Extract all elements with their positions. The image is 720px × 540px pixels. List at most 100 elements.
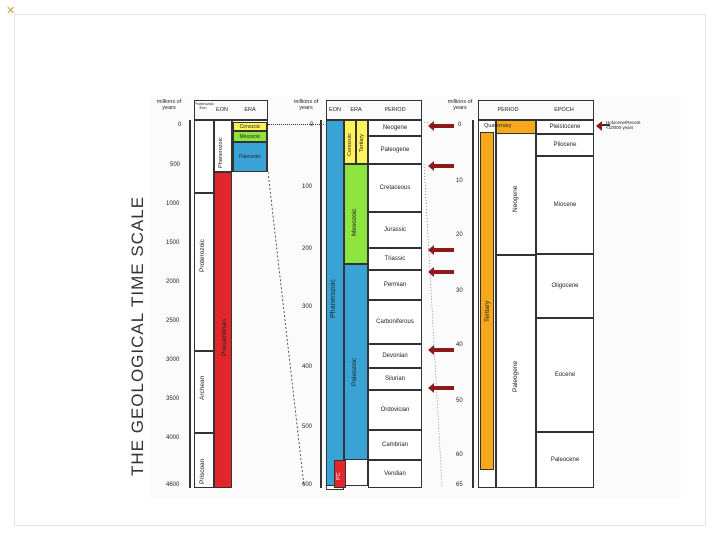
col3-tertiary-bar: [480, 132, 494, 470]
col1-tick-label: 1000: [166, 201, 180, 207]
col1-eon-proterozoic: Proterozoic: [199, 239, 206, 272]
col1-divider-1: [194, 192, 214, 194]
col2-era-tertiary: Tertiary: [359, 133, 365, 152]
arrow-marker: [428, 345, 454, 355]
arrow-marker: [428, 245, 454, 255]
col3-period-paleogene: Paleogene: [512, 360, 519, 392]
col2-period-neogene: Neogene: [368, 120, 422, 136]
slide-frame: [14, 14, 706, 526]
col3-tick-label: 10: [456, 178, 463, 184]
col2-header-period: PERIOD: [384, 107, 406, 113]
col2-period-carboniferous: Carboniferous: [368, 300, 422, 344]
col3-tick-label: 50: [456, 398, 463, 404]
col1-header-mya: millions of years: [156, 99, 182, 111]
col1-tick-label: 1500: [166, 240, 180, 246]
slide-title: THE GEOLOGICAL TIME SCALE: [128, 195, 147, 476]
col3-tick-label: 30: [456, 288, 463, 294]
corner-mark: ✕: [6, 5, 16, 17]
col2-tick-label: 500: [302, 424, 313, 430]
col1-era-mesozoic: Mesozoic: [233, 131, 267, 142]
col3-period-tertiary: Tertiary: [484, 300, 491, 322]
col1-tick-label: 2000: [166, 279, 180, 285]
col3-tick-label: 20: [456, 232, 463, 238]
col2-header-box: [326, 100, 422, 120]
col3-axis-line: [472, 120, 474, 488]
holocene-pointer: [596, 121, 610, 131]
col1-eon-priscoan: Priscoan: [199, 458, 206, 484]
col2-era-paleozoic-cell: [344, 264, 368, 460]
col2-period-cretaceous: Cretaceous: [368, 164, 422, 212]
col1-divider-3: [194, 432, 214, 434]
col3-epoch-pliocene: Pliocene: [536, 134, 594, 156]
col1-tick-label: 4000: [166, 435, 180, 441]
col2-era-mesozoic-cell: [344, 164, 368, 264]
col1-proterozoic-column: [194, 120, 214, 488]
col2-tick-label: 200: [302, 246, 313, 252]
col3-period-neogene: Neogene: [512, 185, 519, 212]
col3-epoch-paleocene: Paleocene: [536, 432, 594, 488]
col1-header-eon: EON: [216, 107, 228, 113]
col1-precambrian-bar: [214, 172, 232, 488]
col2-period-cambrian: Cambrian: [368, 430, 422, 460]
col1-tick-label: 0: [178, 122, 182, 128]
col3-quaternary-cell: [496, 120, 536, 134]
col2-header-mya: millions of years: [293, 99, 319, 111]
col2-era-cenozoic-cell: [344, 120, 356, 164]
col2-tick-label: 400: [302, 364, 313, 370]
col1-tick-label: 3500: [166, 396, 180, 402]
col1-header-proterozoic: Proterozoic Eon: [194, 101, 215, 111]
col3-header-mya: millions of years: [447, 99, 473, 111]
col1-header-era: ERA: [244, 107, 256, 113]
col2-precambrian-cell: [334, 460, 346, 488]
col2-period-triassic: Triassic: [368, 248, 422, 270]
col3-epoch-miocene: Miocene: [536, 156, 594, 254]
col3-epoch-eocene: Eocene: [536, 318, 594, 432]
arrow-marker: [428, 161, 454, 171]
col2-period-permian: Permian: [368, 270, 422, 300]
col3-holocene-note: Holocene/Recent <10000 years: [606, 120, 641, 131]
col1-tick-label: 3000: [166, 357, 180, 363]
col2-tick-label: 600: [302, 482, 313, 488]
time-scale-figure: millions of years Proterozoic Eon EON ER…: [150, 96, 681, 498]
col3-period-column: [496, 120, 536, 488]
col3-tick-label: 65: [456, 482, 463, 488]
col2-eon-phanerozoic: Phanerozoic: [330, 279, 337, 318]
col3-tick-label: 60: [456, 452, 463, 458]
col3-period-quaternary: Quaternary: [484, 123, 512, 129]
arrow-marker: [428, 267, 454, 277]
col2-period-ordovician: Ordovician: [368, 390, 422, 430]
col3-epoch-oligocene: Oligocene: [536, 254, 594, 318]
col2-era-mesozoic: Mesozoic: [351, 208, 358, 236]
col1-eon-precambrian: Precambrian: [221, 319, 228, 356]
col3-header-period: PERIOD: [497, 107, 519, 113]
arrow-marker: [428, 383, 454, 393]
col2-era-cenozoic: Cenozoic: [347, 133, 353, 156]
col1-tick-label: 2500: [166, 318, 180, 324]
col2-era-tertiary-cell: [356, 120, 368, 164]
col2-period-paleogene: Paleogene: [368, 136, 422, 164]
col2-header-era: ERA: [350, 107, 362, 113]
col2-axis-line: [320, 120, 322, 488]
col1-tick-label: 500: [170, 162, 181, 168]
col3-header-epoch: EPOCH: [554, 107, 574, 113]
col1-header-box: [194, 100, 268, 120]
connector-dash-line: [268, 171, 305, 487]
col1-tick-label: 4600: [166, 482, 180, 488]
col1-eon-phanerozoic: Phanerozoic: [218, 137, 224, 168]
col1-era-cenozoic: Cenozoic: [233, 122, 267, 131]
col2-header-eon: EON: [329, 107, 341, 113]
col1-era-paleozoic: Paleozoic: [233, 142, 267, 172]
col3-epoch-pleistocene: Pleistocene: [536, 120, 594, 134]
col2-period-jurassic: Jurassic: [368, 212, 422, 248]
col2-era-pc: PC: [336, 472, 342, 480]
col3-period-divider: [496, 254, 536, 256]
col2-tick-label: 300: [302, 304, 313, 310]
col1-phanerozoic-cell: [214, 120, 232, 172]
col3-tick-label: 0: [458, 122, 462, 128]
arrow-marker: [428, 121, 454, 131]
connector-dots: [268, 124, 324, 125]
col1-eon-archean: Archean: [199, 375, 206, 400]
col3-tick-label: 40: [456, 342, 463, 348]
connector-lines: [423, 121, 445, 487]
col2-period-silurian: Silurian: [368, 368, 422, 390]
